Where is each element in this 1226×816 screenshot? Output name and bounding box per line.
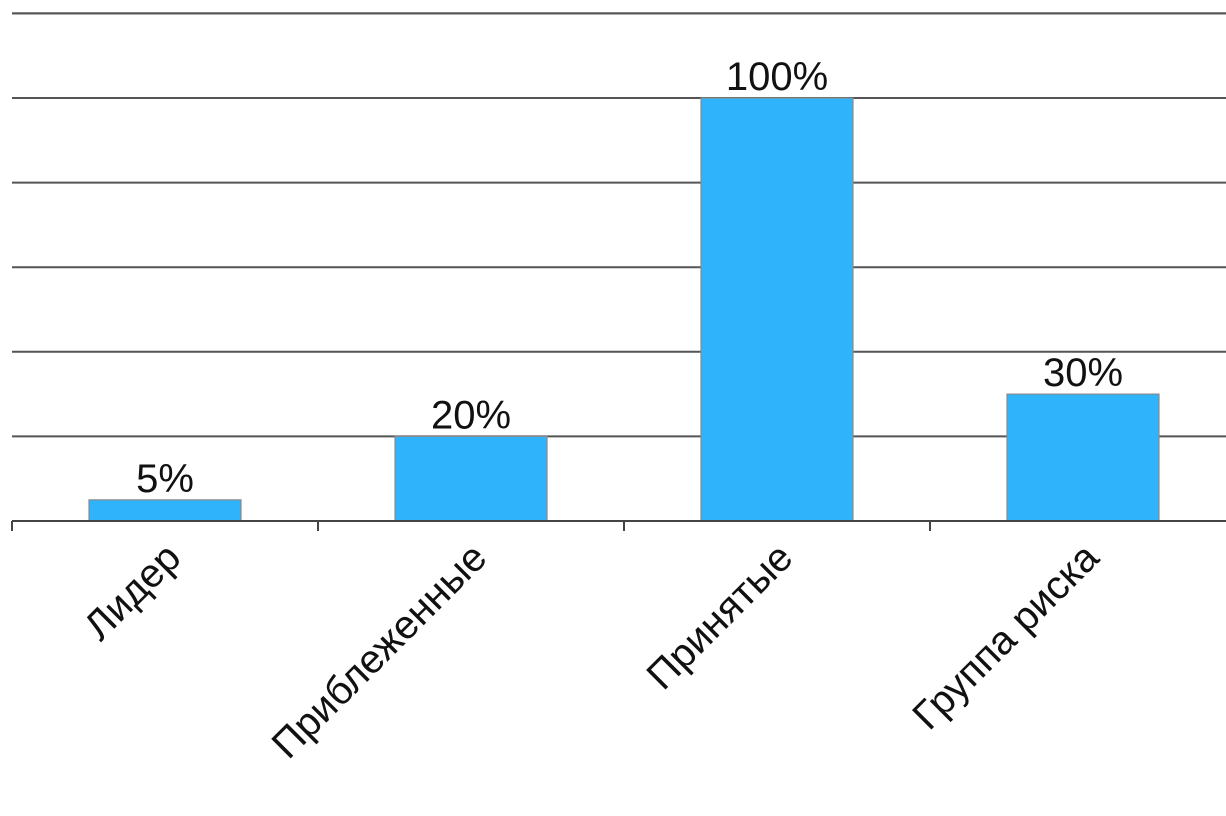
x-axis (11, 520, 1226, 531)
x-tick-label: Приблеженные (264, 535, 496, 767)
bars (88, 97, 1160, 522)
data-label: 100% (726, 55, 828, 99)
data-label: 20% (431, 393, 511, 437)
x-tick-labels: Лидер Приблеженные Принятые Группа риска (76, 535, 1108, 767)
x-tick-label: Лидер (76, 535, 189, 648)
x-tick-label: Группа риска (904, 535, 1108, 739)
gridlines (12, 12, 1226, 438)
bar (700, 97, 854, 522)
data-label: 5% (136, 457, 194, 501)
data-label: 30% (1043, 351, 1123, 395)
bar (394, 435, 548, 522)
data-labels: 5% 20% 100% 30% (136, 55, 1123, 501)
x-tick-label: Принятые (638, 535, 801, 698)
bar (1006, 393, 1160, 522)
bar (88, 499, 242, 522)
